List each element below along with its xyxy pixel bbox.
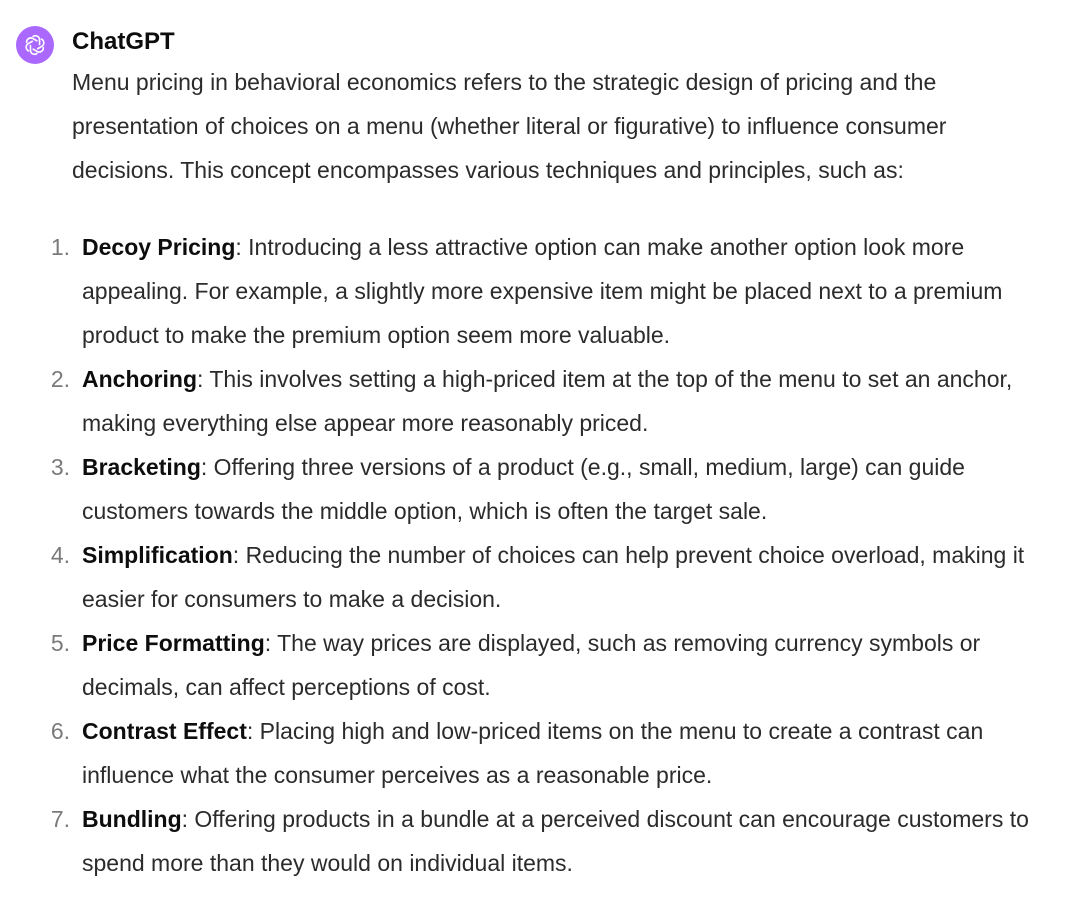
list-term: Bracketing [82, 454, 201, 480]
list-text: : This involves setting a high-priced it… [82, 366, 1013, 436]
list-text: : The way prices are displayed, such as … [82, 630, 981, 700]
list-item: 7. Bundling: Offering products in a bundl… [0, 797, 1042, 885]
list-number: 6. [50, 718, 70, 744]
list-term: Simplification [82, 542, 233, 568]
list-term: Price Formatting [82, 630, 265, 656]
list-text: : Placing high and low-priced items on t… [82, 718, 984, 788]
list-number: 2. [50, 366, 70, 392]
list-text: : Introducing a less attractive option c… [82, 234, 1003, 348]
list-number: 4. [50, 542, 70, 568]
list-term: Anchoring [82, 366, 197, 392]
list-term: Decoy Pricing [82, 234, 236, 260]
list-item: 2. Anchoring: This involves setting a hig… [0, 357, 1042, 445]
message-intro: Menu pricing in behavioral economics ref… [72, 69, 947, 183]
list-number: 3. [50, 454, 70, 480]
list-item: 5. Price Formatting: The way prices are d… [0, 621, 1042, 709]
message-author: ChatGPT [72, 28, 175, 55]
list-number: 5. [50, 630, 70, 656]
list-number: 7. [50, 806, 70, 832]
assistant-avatar [16, 26, 54, 64]
list-item: 1. Decoy Pricing: Introducing a less attr… [0, 225, 1042, 357]
list-number: 1. [50, 234, 70, 260]
list-item: 6. Contrast Effect: Placing high and low-… [0, 709, 1042, 797]
list-item: 3. Bracketing: Offering three versions of… [0, 445, 1042, 533]
list-term: Bundling [82, 806, 182, 832]
list-term: Contrast Effect [82, 718, 247, 744]
list-item: 4. Simplification: Reducing the number of… [0, 533, 1042, 621]
list-text: : Offering products in a bundle at a per… [82, 806, 1029, 876]
openai-logo-icon [25, 34, 45, 56]
list-text: : Offering three versions of a product (… [82, 454, 965, 524]
technique-list: 1. Decoy Pricing: Introducing a less attr… [0, 225, 1060, 885]
list-text: : Reducing the number of choices can hel… [82, 542, 1025, 612]
